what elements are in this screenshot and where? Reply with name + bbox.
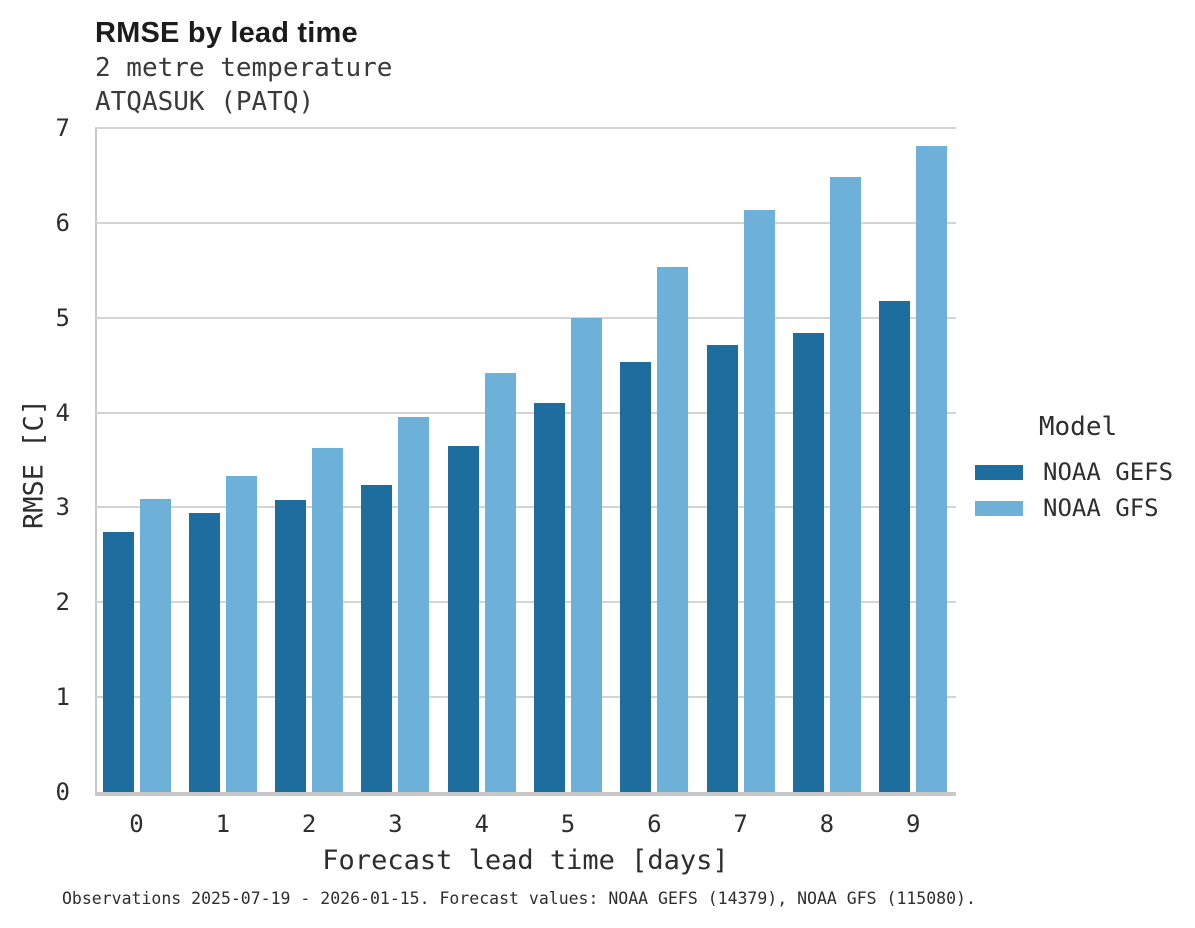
- legend-label-noaa-gefs: NOAA GEFS: [1043, 458, 1174, 486]
- x-tick-label-0: 0: [129, 810, 144, 838]
- bar-noaa-gefs-lead-9: [879, 300, 911, 792]
- bar-noaa-gfs-lead-2: [312, 447, 344, 792]
- x-tick-label-6: 6: [647, 810, 662, 838]
- legend-item-noaa-gfs: NOAA GFS: [973, 490, 1183, 526]
- y-tick-label-0: 0: [55, 778, 70, 806]
- gridline-y-7: [95, 127, 956, 129]
- bar-noaa-gefs-lead-7: [706, 345, 738, 792]
- y-tick-label-5: 5: [55, 303, 70, 332]
- bar-noaa-gfs-lead-1: [225, 476, 257, 792]
- bar-noaa-gfs-lead-8: [829, 177, 861, 792]
- x-tick-label-8: 8: [819, 810, 835, 838]
- legend-swatch-noaa-gefs: [975, 464, 1023, 480]
- x-tick-label-4: 4: [474, 810, 489, 838]
- legend-title: Model: [1038, 412, 1118, 442]
- legend-item-noaa-gefs: NOAA GEFS: [973, 454, 1183, 490]
- gridline-y-3: [95, 506, 956, 509]
- x-axis-title: Forecast lead time [days]: [322, 845, 729, 876]
- bar-noaa-gfs-lead-9: [916, 146, 948, 792]
- bar-noaa-gfs-lead-3: [398, 417, 430, 792]
- bar-noaa-gfs-lead-6: [657, 267, 689, 792]
- chart-subtitle-line-2: ATQASUK (PATQ): [95, 87, 315, 117]
- y-axis-line: [95, 128, 97, 796]
- y-tick-label-2: 2: [55, 588, 70, 617]
- bar-noaa-gfs-lead-0: [139, 498, 171, 792]
- x-tick-label-1: 1: [215, 810, 231, 838]
- gridline-y-5: [95, 316, 956, 319]
- bar-noaa-gefs-lead-8: [792, 332, 824, 792]
- x-axis-baseline: [95, 792, 956, 796]
- legend-label-noaa-gfs: NOAA GFS: [1043, 494, 1159, 522]
- bar-noaa-gfs-lead-5: [571, 317, 602, 792]
- y-tick-label-7: 7: [55, 114, 70, 142]
- chart-subtitle-line-1: 2 metre temperature: [95, 53, 393, 83]
- x-tick-label-2: 2: [301, 810, 317, 838]
- x-tick-label-3: 3: [388, 810, 403, 838]
- y-tick-label-3: 3: [55, 493, 70, 522]
- bar-noaa-gefs-lead-3: [361, 484, 393, 792]
- bar-noaa-gefs-lead-0: [102, 532, 134, 792]
- gridline-y-6: [95, 221, 956, 224]
- plot-area: 0 1 2 3 4 5 6 7 0 1 2 3 4 5 6 7 8 9: [56, 116, 956, 836]
- x-tick-label-7: 7: [733, 810, 748, 838]
- y-tick-label-1: 1: [55, 683, 70, 712]
- gridline-y-4: [95, 411, 956, 414]
- bar-noaa-gefs-lead-4: [447, 445, 479, 792]
- legend-swatch-noaa-gfs: [975, 500, 1023, 516]
- bar-noaa-gfs-lead-7: [743, 209, 775, 792]
- bar-noaa-gefs-lead-1: [188, 513, 220, 792]
- x-tick-label-9: 9: [905, 810, 921, 838]
- y-tick-label-4: 4: [55, 398, 70, 427]
- legend: Model NOAA GEFS NOAA GFS: [973, 412, 1183, 526]
- footer-caption: Observations 2025-07-19 - 2026-01-15. Fo…: [62, 889, 976, 908]
- chart-title: RMSE by lead time: [95, 17, 358, 49]
- y-tick-label-6: 6: [55, 208, 70, 237]
- bar-noaa-gefs-lead-5: [534, 403, 565, 792]
- gridline-y-1: [95, 696, 956, 699]
- bar-noaa-gefs-lead-6: [620, 362, 652, 792]
- y-axis-title: RMSE [C]: [18, 398, 50, 530]
- bar-noaa-gfs-lead-4: [484, 372, 516, 792]
- x-tick-label-5: 5: [560, 810, 576, 838]
- gridline-y-2: [95, 601, 956, 604]
- chart-header: RMSE by lead time 2 metre temperature AT…: [95, 16, 392, 118]
- bar-noaa-gefs-lead-2: [275, 499, 307, 792]
